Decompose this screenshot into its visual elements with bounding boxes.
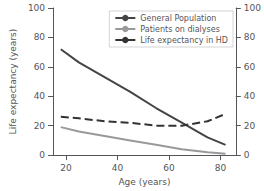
svg-text:80: 80 xyxy=(34,32,46,42)
svg-text:60: 60 xyxy=(244,62,256,72)
svg-text:Age (years): Age (years) xyxy=(118,177,170,187)
svg-text:40: 40 xyxy=(112,163,124,173)
svg-text:80: 80 xyxy=(244,32,256,42)
svg-text:Life expectancy in HD: Life expectancy in HD xyxy=(140,36,228,45)
svg-text:0: 0 xyxy=(39,150,45,160)
svg-text:General Population: General Population xyxy=(140,14,216,23)
svg-text:20: 20 xyxy=(60,163,72,173)
svg-text:40: 40 xyxy=(244,91,256,101)
svg-text:40: 40 xyxy=(34,91,46,101)
svg-text:0: 0 xyxy=(244,150,250,160)
svg-text:100: 100 xyxy=(28,3,45,13)
svg-text:100: 100 xyxy=(244,3,261,13)
svg-text:20: 20 xyxy=(244,121,256,131)
svg-text:Life expectancy (years): Life expectancy (years) xyxy=(8,29,18,135)
svg-text:60: 60 xyxy=(34,62,46,72)
svg-text:80: 80 xyxy=(215,163,227,173)
svg-text:Patients on dialyses: Patients on dialyses xyxy=(140,25,220,34)
svg-text:60: 60 xyxy=(163,163,175,173)
svg-text:20: 20 xyxy=(34,121,46,131)
